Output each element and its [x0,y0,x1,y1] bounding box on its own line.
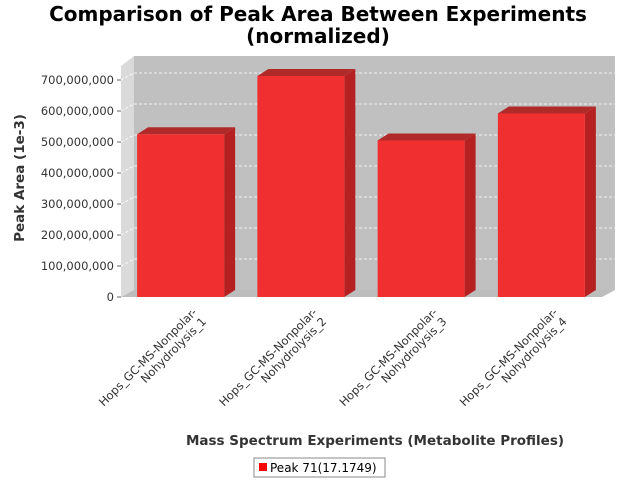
plot-back-wall [134,56,615,290]
y-axis-title: Peak Area (1e-3) [12,114,28,242]
bar-top [137,127,236,135]
bar-top [377,133,476,141]
bar [497,106,596,297]
bars [137,68,596,297]
gridline-side [120,103,135,112]
gridline-side [120,72,135,81]
gridline-side [120,165,135,174]
chart-subtitle: (normalized) [246,24,390,48]
gridline-side [120,134,135,143]
bar-side [584,106,596,297]
legend-swatch [259,463,267,471]
bar-top [257,68,356,76]
gridline-side [120,227,135,236]
bar-front [257,75,345,297]
y-tick-label: 700,000,000 [41,73,114,87]
y-tick-label: 300,000,000 [41,197,114,211]
x-tick-label: Hops_GC-MS-Nonpolar-Nohydrolysis_1 [96,305,209,418]
bar-side [464,133,476,297]
y-tick-label: 400,000,000 [41,166,114,180]
bar-front [137,134,225,297]
bar-front [497,113,585,297]
gridline-side [120,196,135,205]
plot-side-wall [121,56,134,297]
x-axis-title: Mass Spectrum Experiments (Metabolite Pr… [186,433,564,449]
chart-title: Comparison of Peak Area Between Experime… [49,2,587,26]
bar [377,133,476,297]
legend-label: Peak 71(17.1749) [270,461,377,475]
y-tick-label: 500,000,000 [41,135,114,149]
bar-side [224,127,236,297]
bar-side [344,68,356,297]
x-tick-label: Hops_GC-MS-Nonpolar-Nohydrolysis_4 [457,305,570,418]
gridline-side [120,258,135,267]
y-tick-label: 100,000,000 [41,259,114,273]
x-tick-label: Hops_GC-MS-Nonpolar-Nohydrolysis_2 [216,305,329,418]
bar-front [377,140,465,297]
y-tick-label: 0 [107,290,114,304]
y-tick-label: 200,000,000 [41,228,114,242]
x-axis-labels: Hops_GC-MS-Nonpolar-Nohydrolysis_1 Hops_G… [96,305,570,418]
bar [137,127,236,297]
legend: Peak 71(17.1749) [253,457,386,478]
y-tick-label: 600,000,000 [41,104,114,118]
bar-top [497,106,596,114]
plot-area [121,56,615,297]
bar [257,68,356,297]
y-axis: 0 100,000,000 200,000,000 300,000,000 400,00… [41,73,121,304]
x-tick-label: Hops_GC-MS-Nonpolar-Nohydrolysis_3 [336,305,449,418]
plot-floor [121,290,615,297]
legend-box [253,457,386,478]
